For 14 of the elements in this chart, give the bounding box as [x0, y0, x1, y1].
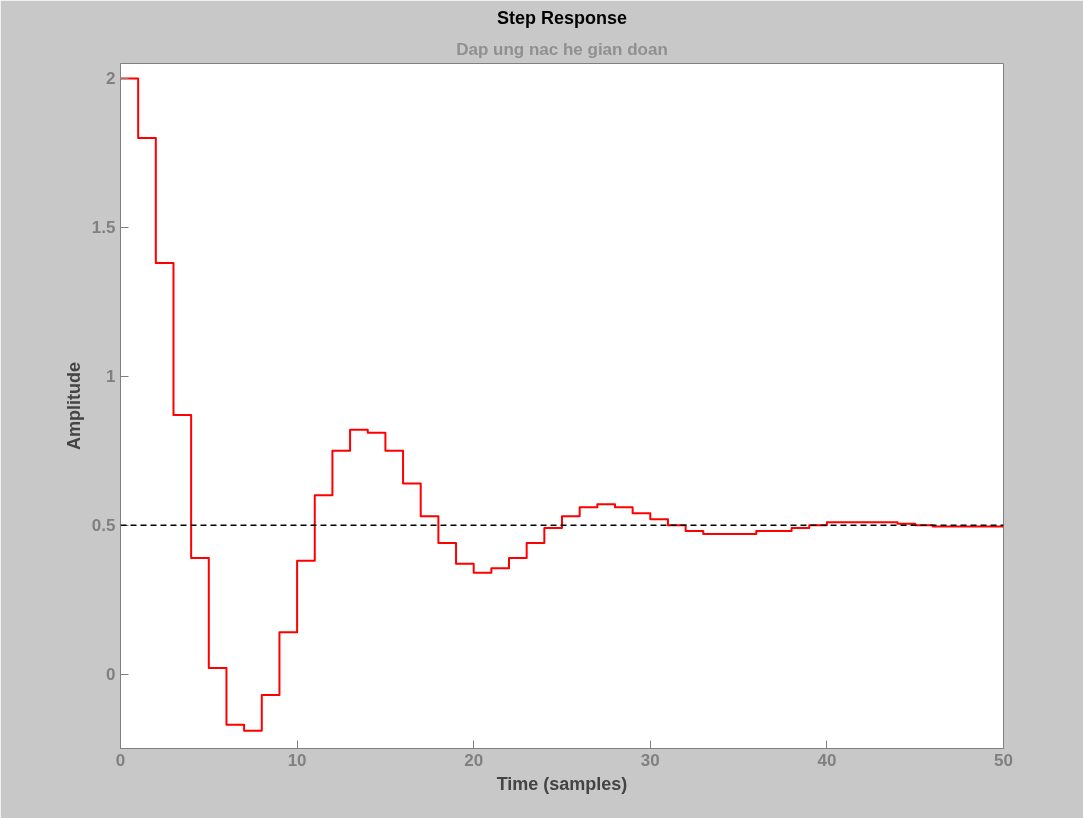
y-tick-label: 2 — [106, 69, 116, 89]
y-tick-label: 0 — [106, 665, 116, 685]
x-axis-title: Time (samples) — [496, 773, 628, 794]
x-tick-label: 30 — [640, 750, 660, 770]
chart-subtitle: Dap ung nac he gian doan — [456, 39, 668, 59]
chart-title: Step Response — [496, 7, 628, 28]
y-axis-title: Amplitude — [63, 362, 84, 450]
y-tick-label: 1.5 — [91, 218, 116, 238]
y-tick-label: 1 — [106, 367, 116, 387]
x-tick-label: 10 — [287, 750, 307, 770]
y-tick-label: 0.5 — [91, 516, 116, 536]
x-tick-label: 50 — [994, 750, 1013, 770]
x-tick-label: 40 — [817, 750, 837, 770]
x-tick-label: 20 — [464, 750, 484, 770]
